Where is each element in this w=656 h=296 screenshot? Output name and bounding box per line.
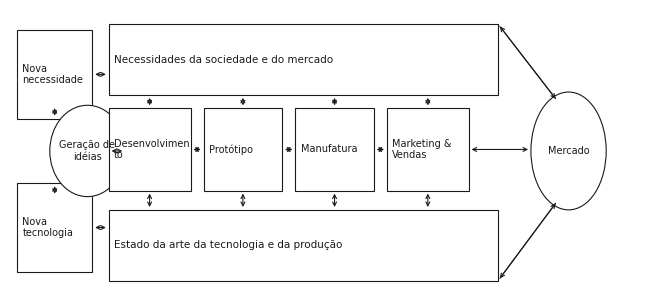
Text: Nova
tecnologia: Nova tecnologia (22, 217, 73, 238)
Text: Mercado: Mercado (548, 146, 589, 156)
Text: Protótipo: Protótipo (209, 144, 253, 155)
Text: Necessidades da sociedade e do mercado: Necessidades da sociedade e do mercado (114, 55, 333, 65)
Bar (109, 210, 498, 281)
Text: Geração de
idéias: Geração de idéias (60, 140, 115, 162)
Bar (17, 183, 92, 272)
Ellipse shape (531, 92, 606, 210)
Bar (109, 108, 190, 191)
Bar (203, 108, 282, 191)
Text: Nova
necessidade: Nova necessidade (22, 64, 83, 85)
Ellipse shape (50, 105, 125, 197)
Bar (387, 108, 469, 191)
Text: Estado da arte da tecnologia e da produção: Estado da arte da tecnologia e da produç… (114, 240, 342, 250)
Text: Manufatura: Manufatura (300, 144, 357, 155)
Text: Marketing &
Vendas: Marketing & Vendas (392, 139, 451, 160)
Bar (295, 108, 374, 191)
Bar (17, 30, 92, 118)
Bar (109, 24, 498, 95)
Text: Desenvolvimen
to: Desenvolvimen to (114, 139, 190, 160)
